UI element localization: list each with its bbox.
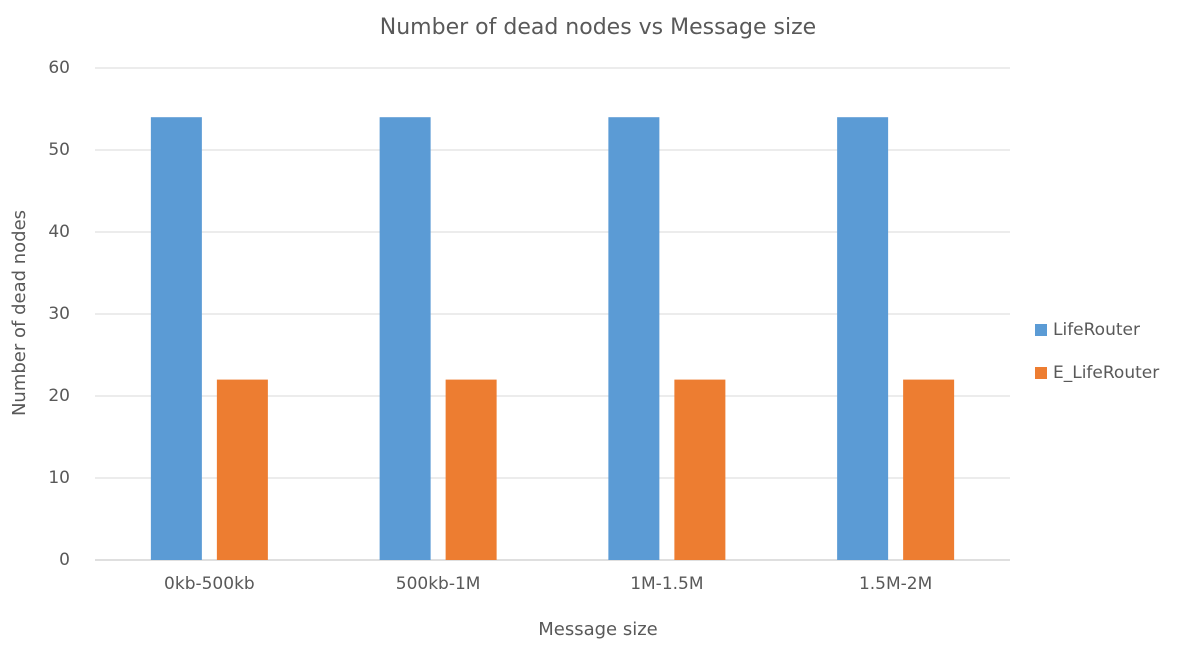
bar [379,117,431,560]
chart-title: Number of dead nodes vs Message size [380,15,816,40]
y-tick-label: 40 [48,222,70,242]
y-tick-label: 10 [48,468,70,488]
bar [903,379,955,560]
x-tick-label: 0kb-500kb [164,574,255,594]
bar [445,379,497,560]
x-tick-label: 500kb-1M [396,574,481,594]
bar [216,379,268,560]
legend-label: LifeRouter [1053,320,1140,340]
y-tick-label: 20 [48,386,70,406]
x-tick-label: 1M-1.5M [630,574,703,594]
bar [837,117,889,560]
y-tick-label: 30 [48,304,70,324]
legend-label: E_LifeRouter [1053,363,1159,383]
x-axis-label: Message size [538,619,658,640]
bar [150,117,202,560]
y-axis-label: Number of dead nodes [9,210,30,416]
y-tick-label: 60 [48,58,70,78]
bar [608,117,660,560]
legend-swatch [1035,367,1047,379]
x-tick-label: 1.5M-2M [859,574,932,594]
bar [674,379,726,560]
legend-swatch [1035,324,1047,336]
y-tick-label: 50 [48,140,70,160]
y-tick-label: 0 [59,550,70,570]
